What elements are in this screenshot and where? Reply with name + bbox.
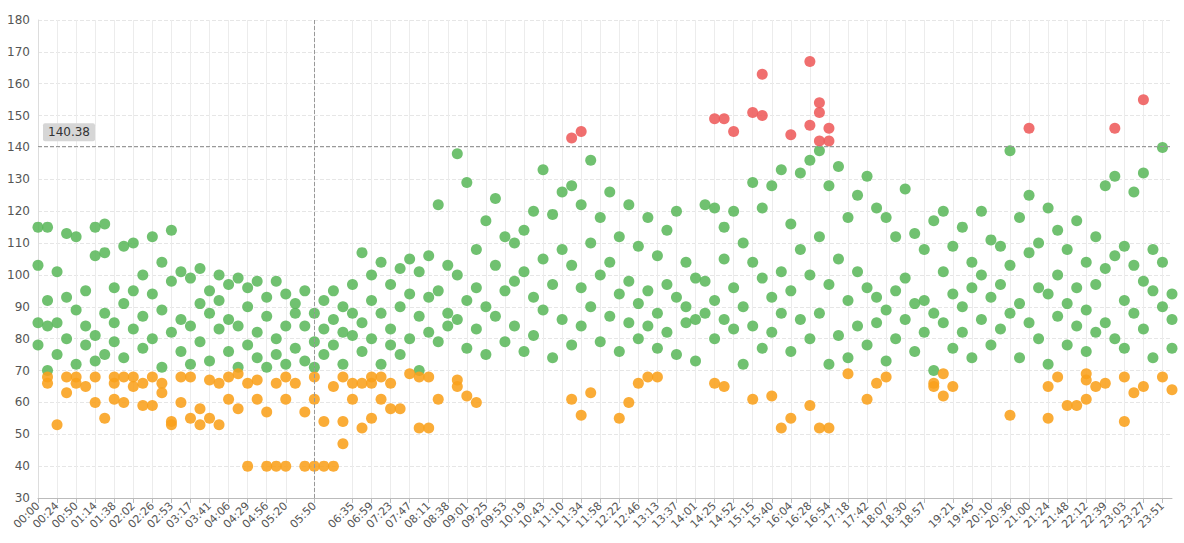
svg-text:18:57: 18:57 <box>897 499 929 531</box>
svg-text:10:43: 10:43 <box>516 499 548 531</box>
svg-text:09:25: 09:25 <box>458 499 491 531</box>
svg-text:11:58: 11:58 <box>573 499 605 531</box>
svg-text:01:38: 01:38 <box>87 499 119 531</box>
svg-text:70: 70 <box>15 364 30 378</box>
svg-text:02:26: 02:26 <box>125 499 157 531</box>
svg-text:16:28: 16:28 <box>782 499 815 531</box>
svg-text:23:27: 23:27 <box>1116 499 1148 531</box>
svg-text:02:53: 02:53 <box>144 499 176 531</box>
svg-text:05:20: 05:20 <box>259 499 291 531</box>
svg-text:12:46: 12:46 <box>611 499 643 531</box>
svg-text:03:41: 03:41 <box>182 499 215 531</box>
svg-text:04:06: 04:06 <box>201 499 234 531</box>
svg-text:90: 90 <box>15 300 30 314</box>
svg-text:17:18: 17:18 <box>821 499 853 531</box>
svg-text:110: 110 <box>7 236 30 250</box>
svg-text:09:53: 09:53 <box>478 499 510 531</box>
svg-text:17:42: 17:42 <box>840 499 872 531</box>
svg-text:23:03: 23:03 <box>1097 499 1129 531</box>
svg-text:150: 150 <box>7 109 30 123</box>
svg-text:100: 100 <box>7 268 30 282</box>
svg-text:22:12: 22:12 <box>1059 499 1091 531</box>
svg-text:120: 120 <box>7 204 30 218</box>
svg-text:21:00: 21:00 <box>1002 499 1034 531</box>
svg-text:170: 170 <box>7 45 30 59</box>
svg-text:50: 50 <box>15 427 30 441</box>
svg-text:11:34: 11:34 <box>554 499 586 531</box>
svg-text:06:59: 06:59 <box>344 499 377 531</box>
svg-text:23:51: 23:51 <box>1135 499 1167 531</box>
svg-text:130: 130 <box>7 172 30 186</box>
svg-text:16:54: 16:54 <box>802 499 834 531</box>
svg-text:00:50: 00:50 <box>49 499 81 531</box>
svg-text:07:23: 07:23 <box>363 499 396 531</box>
svg-text:15:40: 15:40 <box>744 499 777 531</box>
svg-text:16:04: 16:04 <box>763 499 796 531</box>
svg-text:03:17: 03:17 <box>163 499 196 531</box>
svg-text:18:30: 18:30 <box>878 499 910 531</box>
svg-text:14:52: 14:52 <box>706 499 739 531</box>
svg-text:19:45: 19:45 <box>944 499 977 531</box>
svg-text:15:15: 15:15 <box>725 499 758 531</box>
svg-text:02:02: 02:02 <box>106 499 138 531</box>
svg-text:05:50: 05:50 <box>287 499 319 531</box>
svg-text:14:01: 14:01 <box>668 499 701 531</box>
svg-text:60: 60 <box>15 395 30 409</box>
svg-text:09:01: 09:01 <box>439 499 472 531</box>
svg-text:04:29: 04:29 <box>220 499 253 531</box>
svg-text:21:48: 21:48 <box>1040 499 1072 531</box>
svg-text:140.38: 140.38 <box>48 125 90 139</box>
svg-text:19:21: 19:21 <box>925 499 958 531</box>
svg-text:08:11: 08:11 <box>401 499 434 531</box>
svg-text:06:35: 06:35 <box>325 499 358 531</box>
svg-text:13:13: 13:13 <box>630 499 662 531</box>
svg-text:00:24: 00:24 <box>30 499 62 531</box>
svg-text:40: 40 <box>15 459 30 473</box>
svg-text:18:07: 18:07 <box>859 499 891 531</box>
svg-text:30: 30 <box>15 491 30 505</box>
svg-text:12:22: 12:22 <box>592 499 624 531</box>
svg-text:180: 180 <box>7 13 30 27</box>
svg-text:21:24: 21:24 <box>1021 499 1053 531</box>
svg-text:08:38: 08:38 <box>420 499 453 531</box>
svg-text:13:37: 13:37 <box>649 499 682 531</box>
svg-text:07:47: 07:47 <box>382 499 415 531</box>
svg-text:01:14: 01:14 <box>68 499 100 531</box>
svg-text:80: 80 <box>15 332 30 346</box>
svg-text:22:39: 22:39 <box>1078 499 1110 531</box>
svg-text:140: 140 <box>7 140 30 154</box>
svg-text:10:19: 10:19 <box>497 499 529 531</box>
svg-text:160: 160 <box>7 77 30 91</box>
svg-text:00:00: 00:00 <box>11 499 43 531</box>
svg-text:20:36: 20:36 <box>983 499 1015 531</box>
svg-text:11:10: 11:10 <box>535 499 567 531</box>
svg-text:20:10: 20:10 <box>964 499 996 531</box>
svg-text:14:25: 14:25 <box>687 499 720 531</box>
svg-text:04:56: 04:56 <box>239 499 272 531</box>
